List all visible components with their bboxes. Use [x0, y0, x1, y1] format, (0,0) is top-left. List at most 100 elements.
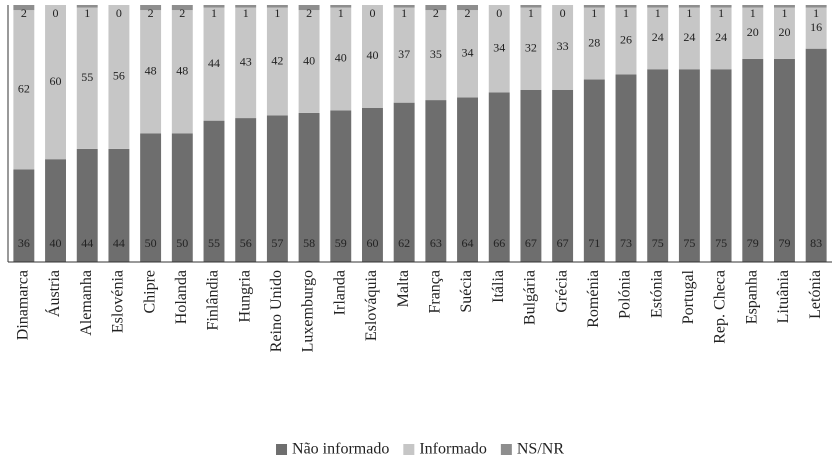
data-label: 40 — [366, 48, 378, 62]
data-label: 66 — [493, 236, 505, 250]
x-tick-label: Irlanda — [331, 270, 348, 315]
data-label: 75 — [683, 236, 695, 250]
data-label: 1 — [338, 6, 344, 20]
bar-segment — [203, 7, 225, 121]
data-label: 2 — [465, 6, 471, 20]
x-tick-label: Dinamarca — [15, 270, 32, 340]
data-label: 44 — [113, 236, 125, 250]
bar-segment — [774, 58, 795, 262]
data-label: 55 — [81, 70, 93, 84]
legend: Não informado Informado NS/NR — [276, 441, 564, 458]
bar-segment — [298, 10, 320, 113]
bar-segment — [393, 5, 415, 8]
bar-segment — [171, 133, 193, 262]
data-label: 50 — [176, 236, 188, 250]
bar-segment — [108, 5, 130, 149]
bar-segment — [13, 169, 35, 262]
data-label: 32 — [525, 40, 537, 54]
bar-segment — [235, 7, 257, 119]
bar-segment — [805, 7, 827, 49]
data-label: 48 — [176, 64, 188, 78]
data-label: 33 — [557, 39, 569, 53]
bar-segment — [393, 102, 415, 262]
bar-segment — [710, 7, 732, 70]
bar-segment — [805, 5, 827, 8]
bar-segment — [298, 112, 320, 262]
bar-segment — [457, 5, 478, 11]
bar-segment — [520, 5, 542, 8]
data-label: 1 — [813, 6, 819, 20]
x-tick-label: Eslováquia — [363, 270, 380, 341]
bar-segment — [108, 148, 130, 262]
data-label: 2 — [179, 6, 185, 20]
data-label: 60 — [366, 236, 378, 250]
data-label: 0 — [496, 6, 502, 20]
data-label: 55 — [208, 236, 220, 250]
data-label: 0 — [369, 6, 375, 20]
bar-segment — [393, 7, 415, 103]
data-label: 1 — [750, 6, 756, 20]
bar-segment — [425, 100, 447, 262]
bar-segment — [76, 5, 98, 8]
data-label: 35 — [430, 47, 442, 61]
data-label: 58 — [303, 236, 315, 250]
data-label: 2 — [306, 6, 312, 20]
data-label: 37 — [398, 47, 410, 61]
bar-segment — [330, 110, 352, 263]
bar-segment — [362, 107, 383, 262]
bar-segment — [488, 92, 510, 262]
data-label: 24 — [683, 30, 695, 44]
x-tick-label: Estónia — [648, 270, 665, 318]
bar-segment — [425, 5, 447, 11]
data-label: 1 — [686, 6, 692, 20]
data-label: 63 — [430, 236, 442, 250]
bar-segment — [171, 5, 193, 11]
data-label: 0 — [116, 6, 122, 20]
bar-segment — [552, 89, 574, 262]
bar-segment — [76, 7, 98, 149]
data-label: 42 — [271, 53, 283, 67]
data-label: 1 — [591, 6, 597, 20]
data-label: 1 — [655, 6, 661, 20]
bar-segment — [13, 5, 35, 11]
data-label: 44 — [208, 56, 220, 70]
bar-segment — [742, 7, 764, 59]
bar-segment — [235, 5, 257, 8]
bar-segment — [647, 69, 669, 262]
data-label: 16 — [810, 20, 822, 34]
x-tick-label: Polónia — [617, 270, 634, 319]
x-tick-label: Holanda — [173, 270, 190, 324]
data-label: 44 — [81, 236, 93, 250]
x-tick-label: Áustria — [44, 270, 63, 317]
data-label: 34 — [462, 46, 474, 60]
data-label: 79 — [778, 236, 790, 250]
bar-segment — [171, 10, 193, 134]
bar-segment — [583, 5, 605, 8]
x-tick-label: Malta — [395, 270, 412, 307]
bar-segment — [266, 115, 288, 262]
data-label: 2 — [148, 6, 154, 20]
data-label: 34 — [493, 40, 505, 54]
x-tick-label: Espanha — [743, 270, 760, 324]
bar-segment — [742, 5, 764, 8]
data-label: 0 — [560, 6, 566, 20]
data-label: 20 — [747, 25, 759, 39]
bar-segment — [710, 69, 732, 262]
data-label: 24 — [715, 30, 727, 44]
bar-segment — [774, 7, 795, 59]
data-label: 1 — [718, 6, 724, 20]
bar-segment — [298, 5, 320, 11]
bar-segment — [647, 5, 669, 8]
bar-segment — [805, 48, 827, 262]
bar-segment — [678, 7, 700, 70]
bar-segment — [425, 10, 447, 101]
data-label: 36 — [18, 236, 30, 250]
data-label: 60 — [50, 74, 62, 88]
data-label: 71 — [588, 236, 600, 250]
bar-segment — [678, 5, 700, 8]
bar-segment — [615, 74, 637, 262]
bar-segment — [742, 58, 764, 262]
x-tick-label: Alemanha — [78, 270, 95, 336]
bar-segment — [583, 79, 605, 262]
bar-segment — [457, 10, 478, 98]
